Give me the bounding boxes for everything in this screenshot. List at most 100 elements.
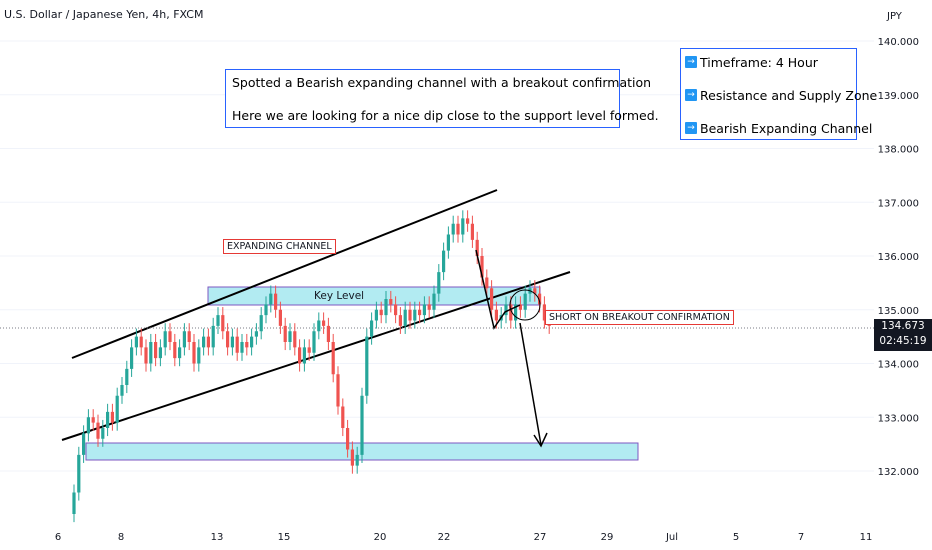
x-tick-label: Jul [665, 532, 678, 543]
candle-body [115, 395, 119, 423]
note-line-2: Here we are looking for a nice dip close… [232, 108, 659, 123]
candle-body [149, 342, 153, 364]
candle-body [350, 449, 354, 466]
legend-item-timeframe: → Timeframe: 4 Hour [685, 53, 818, 71]
candle-body [317, 320, 321, 332]
y-tick-label: 132.000 [878, 467, 919, 478]
legend-item-label: Resistance and Supply Zone [700, 87, 878, 103]
legend-item-resistance: → Resistance and Supply Zone [685, 86, 877, 104]
last-price: 134.673 [881, 320, 925, 332]
candle-body [490, 288, 494, 310]
candle-body [245, 342, 249, 348]
candle-body [360, 395, 364, 455]
candle-body [403, 309, 407, 326]
candle-body [240, 342, 244, 353]
candle-body [523, 293, 527, 310]
candle-body [125, 368, 129, 385]
candle-body [178, 347, 182, 359]
bar-countdown: 02:45:19 [879, 335, 927, 347]
candle-body [274, 293, 278, 310]
channel-upper-line [71, 189, 498, 359]
note-line-1: Spotted a Bearish expanding channel with… [232, 75, 652, 90]
candles-group [72, 210, 551, 523]
candle-body [422, 304, 426, 316]
price-axis: 140.000 139.000 138.000 137.000 136.000 135.0… [878, 37, 919, 478]
candle-body [235, 336, 239, 353]
candle-body [427, 304, 431, 310]
projection-path [475, 249, 521, 330]
candle-body [259, 315, 263, 332]
candle-body [96, 422, 100, 439]
y-tick-label: 137.000 [878, 198, 919, 209]
arrow-right-icon: → [685, 56, 697, 68]
candle-body [302, 347, 306, 364]
candle-body [77, 454, 81, 493]
channel-lower-line [61, 271, 571, 441]
candle-body [542, 304, 546, 321]
candle-body [418, 309, 422, 316]
legend-item-label: Bearish Expanding Channel [700, 120, 873, 136]
candle-body [326, 325, 330, 342]
candle-body [312, 331, 316, 353]
candle-body [216, 315, 220, 326]
candle-body [101, 428, 105, 439]
x-tick-label: 7 [798, 532, 804, 543]
x-tick-label: 15 [278, 532, 291, 543]
x-tick-label: 29 [601, 532, 614, 543]
candle-body [197, 347, 201, 364]
candle-body [442, 250, 446, 273]
candle-body [202, 336, 206, 348]
candle-body [322, 320, 326, 326]
candle-body [504, 304, 508, 316]
candle-body [298, 347, 302, 364]
x-tick-label: 11 [860, 532, 873, 543]
candle-body [168, 331, 172, 342]
arrow-right-icon: → [685, 122, 697, 134]
candle-body [370, 320, 374, 337]
candle-body [451, 223, 455, 235]
short-confirmation-label: SHORT ON BREAKOUT CONFIRMATION [545, 310, 734, 325]
candle-body [437, 272, 441, 294]
candle-body [398, 315, 402, 326]
y-tick-label: 139.000 [878, 91, 919, 102]
candle-body [475, 239, 479, 256]
candle-body [355, 454, 359, 466]
candle-body [264, 304, 268, 316]
candle-body [250, 336, 254, 348]
arrow-right-icon: → [685, 89, 697, 101]
candle-body [120, 385, 124, 396]
candle-body [278, 309, 282, 326]
candle-body [413, 309, 417, 321]
y-tick-label: 140.000 [878, 37, 919, 48]
candle-body [182, 331, 186, 348]
y-tick-label: 138.000 [878, 145, 919, 156]
candle-body [480, 256, 484, 278]
candle-body [446, 234, 450, 251]
candle-body [230, 336, 234, 348]
candle-body [466, 218, 470, 224]
candle-body [254, 331, 258, 337]
legend-item-channel: → Bearish Expanding Channel [685, 119, 872, 137]
candle-body [293, 331, 297, 348]
candle-body [86, 417, 90, 434]
candle-body [187, 331, 191, 342]
x-tick-label: 13 [211, 532, 224, 543]
candle-body [158, 347, 162, 359]
candle-body [139, 336, 143, 348]
candle-body [514, 304, 518, 321]
candle-body [288, 331, 292, 342]
candle-body [518, 304, 522, 310]
candle-body [374, 309, 378, 321]
target-arrow-line [519, 322, 542, 446]
y-tick-label: 134.000 [878, 360, 919, 371]
last-price-tag: 134.673 02:45:19 [874, 319, 932, 351]
candle-body [432, 293, 436, 310]
candle-body [384, 299, 388, 316]
candle-body [144, 347, 148, 364]
candle-body [365, 336, 369, 396]
x-tick-label: 22 [438, 532, 451, 543]
y-tick-label: 136.000 [878, 252, 919, 263]
candle-body [269, 293, 273, 305]
expanding-channel-label: EXPANDING CHANNEL [223, 239, 336, 254]
